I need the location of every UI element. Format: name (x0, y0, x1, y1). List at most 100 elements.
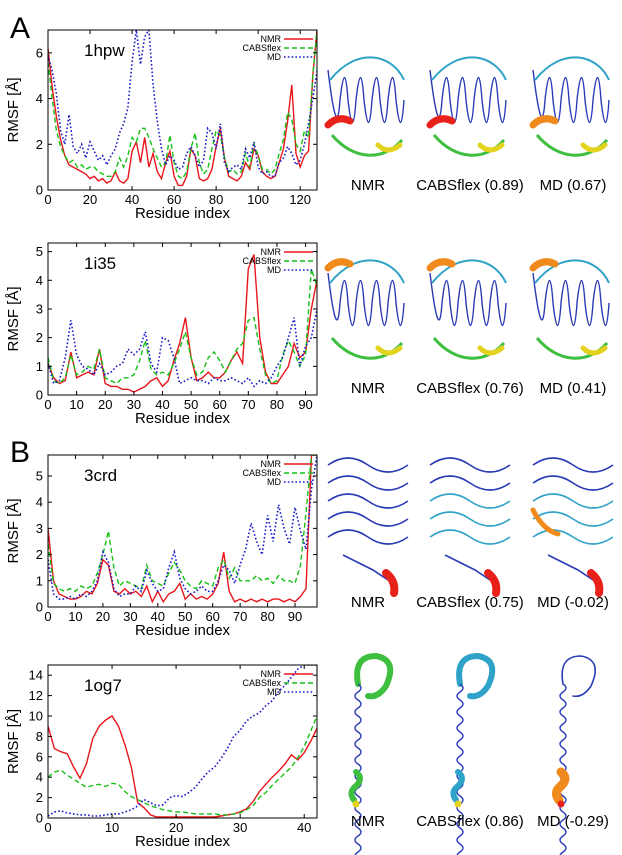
y-tick-label: 4 (36, 91, 43, 106)
x-tick-label: 20 (83, 192, 97, 207)
structure-caption: MD (0.41) (540, 380, 607, 397)
structures-1og7: NMR CABSflex (0.86) MD (-0.29) (348, 652, 609, 855)
x-tick-label: 70 (233, 609, 247, 624)
x-tick-label: 40 (151, 609, 165, 624)
series-md-line (48, 455, 317, 601)
y-tick-label: 12 (29, 688, 43, 703)
x-tick-label: 80 (209, 192, 223, 207)
y-tick-label: 2 (36, 790, 43, 805)
x-tick-label: 40 (155, 397, 169, 412)
x-tick-label: 20 (98, 397, 112, 412)
legend-label: NMR (261, 34, 282, 44)
y-tick-label: 8 (36, 729, 43, 744)
structure-caption: CABSflex (0.76) (416, 380, 524, 397)
legend-label: CABSflex (242, 256, 281, 266)
x-tick-label: 90 (298, 397, 312, 412)
x-tick-label: 10 (68, 609, 82, 624)
y-tick-label: 2 (36, 137, 43, 152)
x-tick-label: 0 (44, 820, 51, 835)
x-tick-label: 50 (178, 609, 192, 624)
legend-label: MD (267, 52, 281, 62)
y-tick-label: 5 (36, 244, 43, 259)
y-tick-label: 14 (29, 668, 43, 683)
protein-id-label: 1hpw (84, 41, 125, 60)
y-tick-label: 1 (36, 573, 43, 588)
x-tick-label: 60 (205, 609, 219, 624)
x-tick-label: 60 (212, 397, 226, 412)
structure-caption: NMR (351, 594, 385, 611)
y-axis-label: RMSF [Å] (5, 498, 22, 563)
protein-cartoon (327, 457, 409, 597)
x-tick-label: 100 (247, 192, 269, 207)
x-tick-label: 70 (241, 397, 255, 412)
x-tick-label: 10 (69, 397, 83, 412)
protein-cartoon (529, 56, 610, 157)
legend-label: NMR (261, 669, 282, 679)
x-tick-label: 80 (260, 609, 274, 624)
chart-1hpw: 0 20 40 60 80 100 120 0 2 4 6 Residue index RMSF [Å]… (5, 29, 318, 222)
series-cabsflex-line (48, 30, 317, 180)
y-tick-label: 0 (36, 388, 43, 403)
panel-label-b: B (10, 436, 30, 469)
y-axis-label: RMSF [Å] (5, 77, 22, 142)
x-tick-label: 30 (233, 820, 247, 835)
structure-caption: MD (-0.29) (537, 813, 609, 830)
series-nmr-line (48, 30, 317, 187)
y-tick-label: 6 (36, 45, 43, 60)
y-tick-label: 0 (36, 600, 43, 615)
y-tick-label: 0 (36, 183, 43, 198)
y-tick-label: 6 (36, 749, 43, 764)
protein-cartoon (529, 258, 610, 360)
x-tick-label: 40 (125, 192, 139, 207)
chart-3crd: 0 10 20 30 40 50 60 70 80 90 0 1 2 3 4 5 Residue index RM… (5, 454, 318, 639)
structure-cartoons: NMR CABSflex (0.89) MD (0.67) NMR CABSflex (… (324, 56, 614, 855)
x-tick-label: 50 (184, 397, 198, 412)
x-tick-label: 40 (297, 820, 311, 835)
protein-id-label: 3crd (84, 466, 117, 485)
x-axis-label: Residue index (135, 410, 231, 427)
y-tick-label: 4 (36, 273, 43, 288)
protein-cartoon (426, 56, 507, 157)
legend-label: CABSflex (242, 678, 281, 688)
structure-caption: CABSflex (0.89) (416, 177, 524, 194)
y-tick-label: 5 (36, 468, 43, 483)
structure-caption: NMR (351, 380, 385, 397)
protein-cartoon (426, 258, 507, 360)
plot-frame (47, 454, 318, 608)
x-axis-label: Residue index (135, 833, 231, 850)
y-tick-label: 4 (36, 495, 43, 510)
structure-caption: CABSflex (0.75) (416, 594, 524, 611)
plot-frame (47, 242, 318, 396)
structure-caption: CABSflex (0.86) (416, 813, 524, 830)
protein-cartoon (530, 457, 614, 597)
x-axis-label: Residue index (135, 622, 231, 639)
structures-1hpw: NMR CABSflex (0.89) MD (0.67) (324, 56, 610, 194)
series-md-line (48, 308, 317, 388)
y-tick-label: 1 (36, 359, 43, 374)
y-tick-label: 4 (36, 770, 43, 785)
plot-frame (47, 664, 318, 819)
legend-label: CABSflex (242, 468, 281, 478)
y-tick-label: 3 (36, 521, 43, 536)
x-tick-label: 20 (169, 820, 183, 835)
x-tick-label: 30 (123, 609, 137, 624)
x-tick-label: 90 (288, 609, 302, 624)
structure-caption: MD (-0.02) (537, 594, 609, 611)
series-nmr-line (48, 455, 317, 604)
series-cabsflex-line (48, 715, 317, 816)
y-axis-label: RMSF [Å] (5, 709, 22, 774)
legend-label: MD (267, 687, 281, 697)
legend-label: MD (267, 265, 281, 275)
legend-label: CABSflex (242, 43, 281, 53)
protein-cartoon (429, 457, 511, 597)
y-tick-label: 2 (36, 547, 43, 562)
series-cabsflex-line (48, 455, 317, 593)
protein-id-label: 1og7 (84, 676, 122, 695)
legend-label: NMR (261, 459, 282, 469)
x-tick-label: 0 (44, 192, 51, 207)
